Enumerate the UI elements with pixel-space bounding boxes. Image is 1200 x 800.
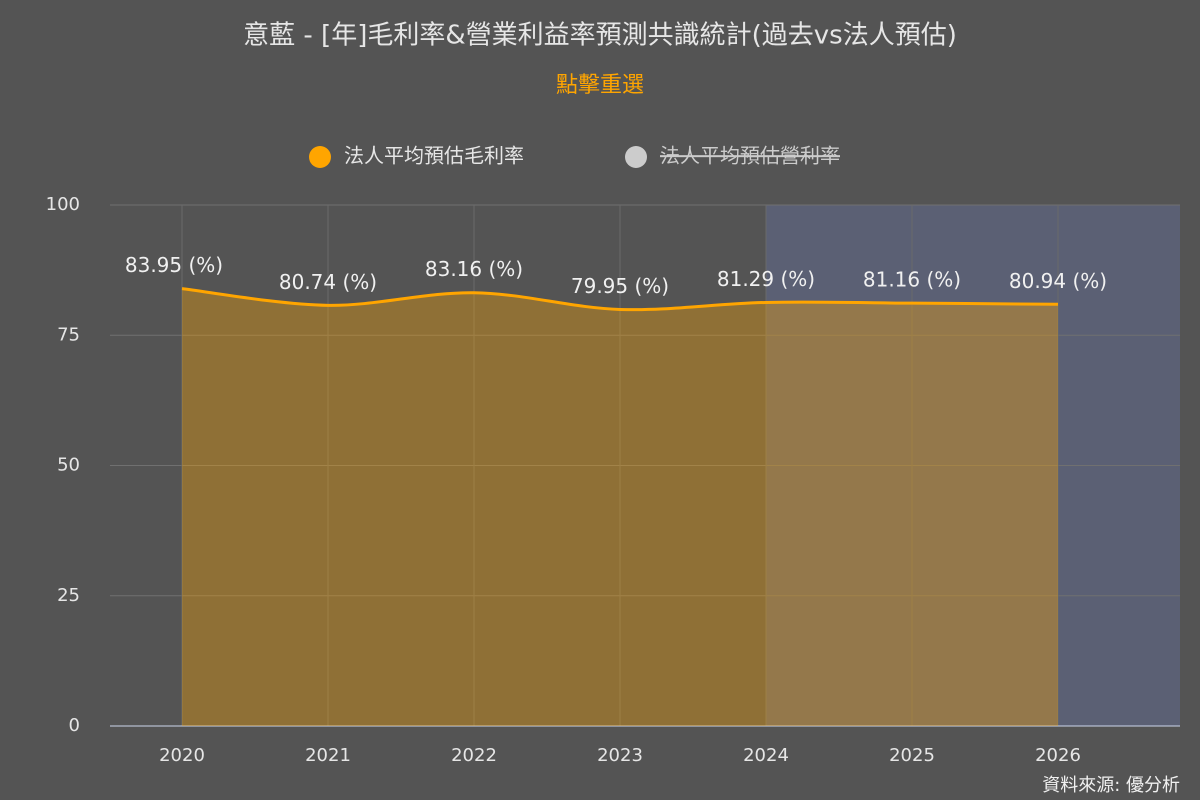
chart-title: 意藍 - [年]毛利率&營業利益率預測共識統計(過去vs法人預估) [243, 21, 957, 51]
x-tick-label: 2021 [305, 745, 351, 766]
x-tick-label: 2023 [597, 745, 643, 766]
line [181, 287, 1059, 312]
data-label: 79.95 (%) [571, 274, 669, 298]
y-tick-label: 75 [57, 324, 80, 345]
x-tick-label: 2026 [1035, 745, 1081, 766]
y-tick-label: 0 [69, 715, 80, 736]
y-tick-label: 100 [46, 194, 80, 215]
legend-marker[interactable] [309, 146, 331, 168]
data-label: 80.74 (%) [279, 270, 377, 294]
legend-marker[interactable] [625, 146, 647, 168]
x-tick-label: 2022 [451, 745, 497, 766]
area-fill [182, 288, 1058, 726]
legend-label[interactable]: 法人平均預估毛利率 [344, 144, 524, 168]
y-tick-label: 25 [57, 585, 80, 606]
data-label: 83.95 (%) [125, 253, 223, 277]
data-label: 81.29 (%) [717, 267, 815, 291]
chart-subtitle[interactable]: 點擊重選 [556, 73, 644, 98]
x-tick-label: 2025 [889, 745, 935, 766]
x-tick-label: 2024 [743, 745, 789, 766]
data-label: 81.16 (%) [863, 268, 961, 292]
source: 資料來源: 優分析 [1042, 775, 1180, 796]
x-tick-label: 2020 [159, 745, 205, 766]
legend-label[interactable]: 法人平均預估營利率 [660, 144, 840, 168]
data-label: 80.94 (%) [1009, 269, 1107, 293]
y-tick-label: 50 [57, 455, 80, 476]
data-label: 83.16 (%) [425, 257, 523, 281]
